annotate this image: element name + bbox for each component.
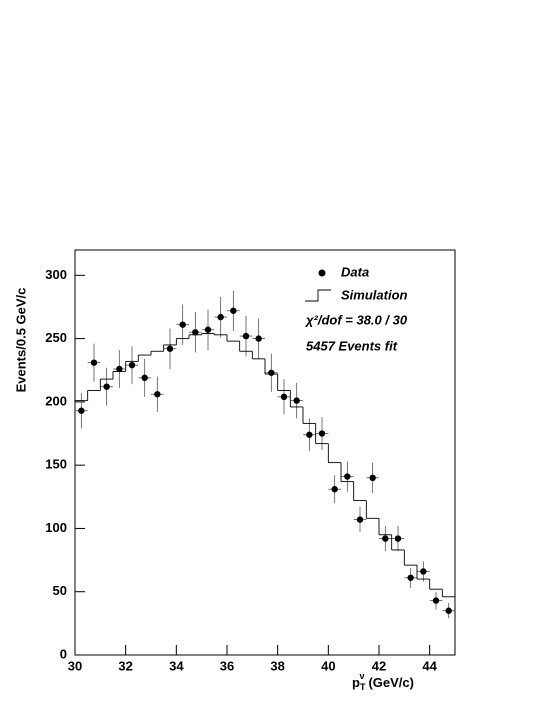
x-label-rest: (GeV/c) bbox=[368, 675, 414, 690]
data-point bbox=[344, 473, 351, 480]
x-tick-label: 30 bbox=[68, 658, 82, 673]
data-point bbox=[128, 361, 136, 369]
x-tick-label: 32 bbox=[118, 658, 132, 673]
data-point bbox=[407, 574, 414, 581]
data-point bbox=[78, 407, 85, 414]
data-point bbox=[356, 516, 364, 523]
data-point bbox=[103, 383, 110, 390]
data-point bbox=[154, 391, 161, 398]
data-point bbox=[217, 313, 224, 321]
x-tick-label: 34 bbox=[169, 658, 184, 673]
data-point bbox=[306, 431, 313, 438]
x-label-main: p bbox=[352, 675, 360, 690]
data-point bbox=[280, 393, 288, 401]
data-point bbox=[420, 568, 427, 575]
y-tick-label: 150 bbox=[45, 457, 67, 472]
data-point bbox=[268, 369, 275, 376]
x-tick-label: 36 bbox=[220, 658, 234, 673]
data-point bbox=[293, 397, 300, 404]
data-point bbox=[204, 326, 212, 333]
data-point bbox=[179, 321, 186, 328]
legend-marker bbox=[318, 269, 326, 277]
x-tick-label: 38 bbox=[270, 658, 284, 673]
data-point bbox=[141, 374, 148, 382]
x-axis-label: pTν (GeV/c) bbox=[352, 671, 414, 692]
x-label-sup: ν bbox=[359, 671, 364, 681]
x-tick-label: 42 bbox=[372, 658, 386, 673]
x-tick-label: 40 bbox=[321, 658, 335, 673]
annotation: 5457 Events fit bbox=[306, 338, 398, 353]
x-tick-label: 44 bbox=[422, 658, 437, 673]
annotation: χ²/dof = 38.0 / 30 bbox=[304, 312, 408, 327]
data-point bbox=[192, 329, 199, 336]
x-label-sub: T bbox=[360, 682, 366, 692]
data-point bbox=[331, 486, 338, 493]
data-point bbox=[318, 430, 326, 437]
data-point bbox=[230, 307, 237, 314]
data-point bbox=[369, 474, 376, 482]
data-point bbox=[255, 335, 262, 342]
y-tick-label: 250 bbox=[45, 330, 67, 345]
y-tick-label: 100 bbox=[45, 520, 67, 535]
data-point bbox=[445, 607, 452, 614]
legend-marker bbox=[305, 289, 331, 302]
y-tick-label: 0 bbox=[60, 646, 67, 661]
legend-label: Data bbox=[341, 264, 369, 279]
y-tick-label: 300 bbox=[45, 267, 67, 282]
data-point bbox=[394, 535, 402, 542]
data-point bbox=[432, 597, 440, 604]
data-point bbox=[166, 345, 174, 352]
y-tick-label: 200 bbox=[45, 393, 67, 408]
data-point bbox=[242, 332, 250, 340]
legend-label: Simulation bbox=[341, 287, 408, 302]
data-point bbox=[90, 359, 98, 366]
y-axis-label: Events/0.5 GeV/c bbox=[13, 288, 28, 393]
data-point bbox=[382, 535, 389, 542]
plot-frame bbox=[74, 249, 456, 656]
y-tick-label: 50 bbox=[53, 583, 67, 598]
data-point bbox=[116, 365, 123, 373]
